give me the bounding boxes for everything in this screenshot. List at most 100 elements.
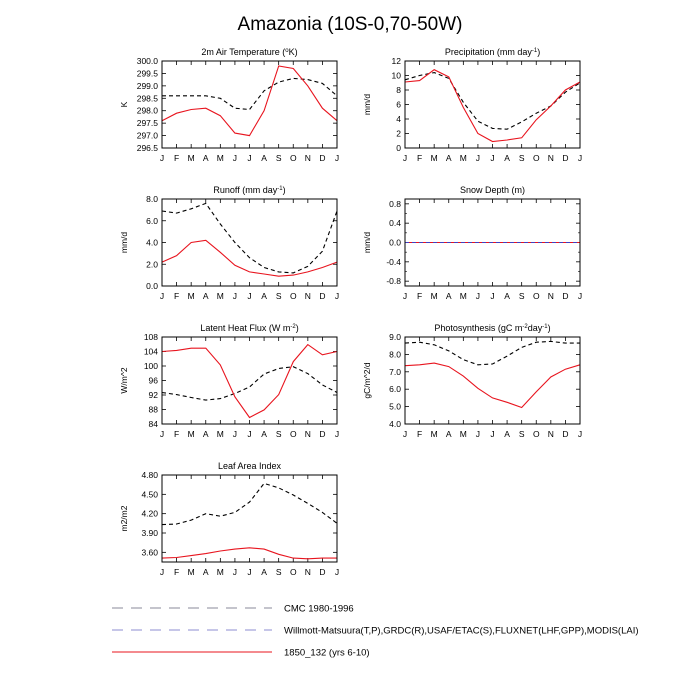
x-tick-label: F [174,153,179,163]
x-tick-label: O [533,153,540,163]
y-tick-label: 100 [144,361,158,371]
x-tick-label: A [504,291,510,301]
panel-title-sup: -1 [277,186,283,192]
y-tick-label: 299.5 [137,68,159,78]
y-tick-label: 3.90 [141,528,158,538]
y-tick-label: 6.0 [146,216,158,226]
y-tick-label: 12 [392,56,402,66]
x-tick-label: O [290,291,297,301]
y-tick-label: 0.4 [389,218,401,228]
x-tick-label: A [203,291,209,301]
x-tick-label: J [335,567,339,577]
y-tick-label: 4.50 [141,489,158,499]
y-tick-label: -0.8 [386,276,401,286]
y-axis-label: W/m^2 [119,367,129,393]
x-tick-label: J [247,291,251,301]
x-tick-label: D [319,153,325,163]
panel-title-tail: ) [537,47,540,57]
chart-panel-5: Latent Heat Flux (W m-2) W/m^2 84 88 92 96 100… [119,323,339,439]
panel-title-sup: -2 [522,324,528,330]
panel-title: Leaf Area Index [218,461,282,471]
legend-item-3: 1850_132 (yrs 6-10) [112,648,370,659]
panel-title-text: Snow Depth (m) [460,185,525,195]
x-tick-label: J [160,567,164,577]
x-tick-label: J [476,429,480,439]
x-tick-label: M [188,291,195,301]
x-tick-label: M [188,567,195,577]
x-tick-label: M [431,153,438,163]
x-tick-label: F [417,291,422,301]
y-tick-label: 0.0 [146,281,158,291]
x-tick-label: S [519,429,525,439]
x-tick-label: D [319,429,325,439]
x-tick-label: J [233,567,237,577]
x-tick-label: N [548,429,554,439]
x-tick-label: O [533,291,540,301]
panel-title-text: Photosynthesis (gC m [434,323,522,333]
legend-label: CMC 1980-1996 [284,604,354,615]
x-tick-label: J [335,429,339,439]
x-tick-label: A [261,291,267,301]
y-tick-label: 108 [144,332,158,342]
series-dashed-line [161,202,338,274]
plot-frame [404,336,581,425]
y-tick-label: 2.0 [146,259,158,269]
panel-title-text: Leaf Area Index [218,461,282,471]
chart-panel-4: Snow Depth (m)mm/d-0.8-0.40.00.40.8J F M A M… [362,185,582,301]
x-tick-label: N [305,567,311,577]
x-tick-label: O [290,567,297,577]
y-tick-label: 0.8 [389,199,401,209]
x-tick-label: M [217,153,224,163]
x-tick-label: N [548,291,554,301]
x-tick-label: S [276,429,282,439]
y-axis-label: K [119,101,129,107]
x-tick-label: S [276,567,282,577]
panel-title-text: Latent Heat Flux (W m [200,323,290,333]
x-tick-label: J [233,153,237,163]
series-solid-line [161,547,337,560]
panel-title-tail: ) [283,185,286,195]
y-axis-label: m2/m2 [119,505,129,531]
x-tick-label: J [578,291,582,301]
x-tick-label: D [562,429,568,439]
plot-frame [404,60,581,149]
plot-frame [161,60,338,149]
x-tick-label: N [548,153,554,163]
x-tick-label: S [276,291,282,301]
y-tick-label: 4 [396,114,401,124]
x-tick-label: A [261,429,267,439]
series-solid-line [161,65,338,137]
y-tick-label: 84 [149,419,159,429]
x-tick-label: M [460,291,467,301]
x-tick-label: M [188,153,195,163]
series-solid-line [404,69,581,143]
x-tick-label: O [533,429,540,439]
x-tick-label: A [261,153,267,163]
figure-title: Amazonia (10S-0,70-50W) [238,14,463,35]
legend-item-1: CMC 1980-1996 [112,604,354,615]
panels-group: 2m Air Temperature (oK) K 296.5 297.0 297.5 2… [119,47,582,577]
x-tick-label: A [261,567,267,577]
legend-label: Willmott-Matsuura(T,P),GRDC(R),USAF/ETAC… [284,626,639,637]
x-tick-label: A [504,429,510,439]
panel-title-text: 2m Air Temperature ( [201,47,285,57]
panel-title-text: Runoff (mm day [213,185,277,195]
y-tick-label: -0.4 [386,257,401,267]
plot-frame [404,198,581,287]
x-tick-label: J [335,291,339,301]
x-tick-label: A [446,291,452,301]
x-tick-label: D [319,567,325,577]
panel-title: 2m Air Temperature (oK) [201,47,297,57]
x-tick-label: F [174,567,179,577]
y-tick-label: 4.20 [141,509,158,519]
y-tick-label: 8.0 [146,194,158,204]
series-solid-line [161,239,338,277]
x-tick-label: S [276,153,282,163]
x-tick-label: N [305,429,311,439]
x-tick-label: F [174,291,179,301]
y-tick-label: 2 [396,129,401,139]
panel-title-tail2: ) [548,323,551,333]
x-tick-label: J [247,153,251,163]
x-tick-label: A [504,153,510,163]
x-tick-label: O [290,153,297,163]
